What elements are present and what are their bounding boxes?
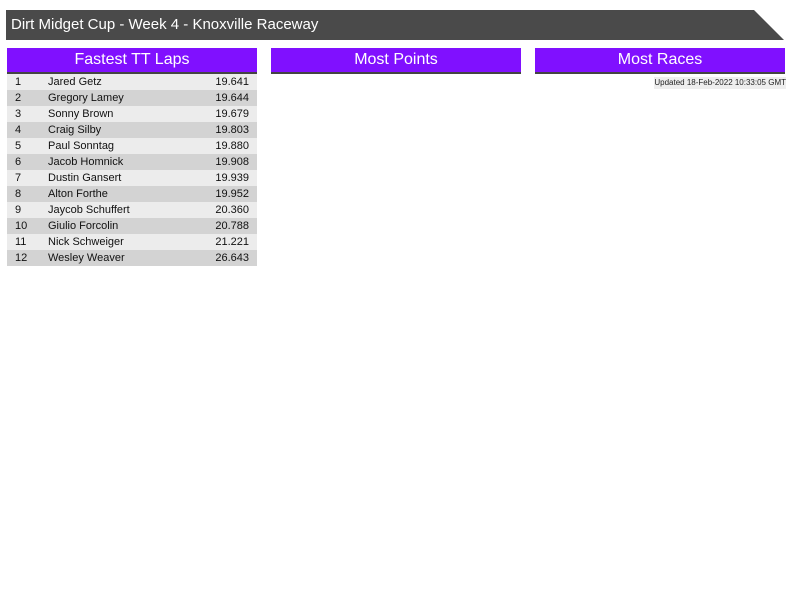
lap-time: 20.360 <box>215 204 249 216</box>
panel-title: Most Races <box>535 48 785 74</box>
lap-time: 20.788 <box>215 220 249 232</box>
driver-name: Dustin Gansert <box>48 172 122 184</box>
table-row: 7 Dustin Gansert 19.939 <box>7 170 257 186</box>
table-row: 2 Gregory Lamey 19.644 <box>7 90 257 106</box>
table-row: 4 Craig Silby 19.803 <box>7 122 257 138</box>
lap-time: 19.880 <box>215 140 249 152</box>
driver-name: Craig Silby <box>48 124 102 136</box>
fastest-tt-laps-panel: Fastest TT Laps 1 Jared Getz 19.641 2 Gregor… <box>7 48 257 266</box>
table-row: 10 Giulio Forcolin 20.788 <box>7 218 257 234</box>
lap-time: 19.939 <box>215 172 249 184</box>
lap-time: 19.644 <box>215 92 249 104</box>
position: 6 <box>15 156 22 168</box>
table-row: 9 Jaycob Schuffert 20.360 <box>7 202 257 218</box>
position: 3 <box>15 108 22 120</box>
position: 1 <box>15 76 22 88</box>
table-row: 8 Alton Forthe 19.952 <box>7 186 257 202</box>
driver-name: Jacob Homnick <box>48 156 124 168</box>
lap-time: 19.679 <box>215 108 249 120</box>
position: 9 <box>15 204 22 216</box>
position: 12 <box>15 252 28 264</box>
table-row: 12 Wesley Weaver 26.643 <box>7 250 257 266</box>
position: 2 <box>15 92 22 104</box>
position: 4 <box>15 124 22 136</box>
page-title: Dirt Midget Cup - Week 4 - Knoxville Rac… <box>6 10 784 40</box>
table-row: 3 Sonny Brown 19.679 <box>7 106 257 122</box>
position: 7 <box>15 172 22 184</box>
driver-name: Jaycob Schuffert <box>48 204 130 216</box>
lap-time: 21.221 <box>215 236 249 248</box>
position: 5 <box>15 140 22 152</box>
position: 11 <box>15 236 27 248</box>
most-points-panel: Most Points <box>271 48 521 74</box>
driver-name: Gregory Lamey <box>48 92 124 104</box>
lap-time: 19.908 <box>215 156 249 168</box>
updated-timestamp: Updated 18-Feb-2022 10:33:05 GMT <box>654 77 786 89</box>
table-row: 1 Jared Getz 19.641 <box>7 74 257 90</box>
driver-name: Wesley Weaver <box>48 252 125 264</box>
results-table: 1 Jared Getz 19.641 2 Gregory Lamey 19.644 3 So… <box>7 74 257 266</box>
driver-name: Jared Getz <box>48 76 102 88</box>
lap-time: 19.952 <box>215 188 249 200</box>
panel-title: Fastest TT Laps <box>7 48 257 74</box>
driver-name: Paul Sonntag <box>48 140 115 152</box>
most-races-panel: Most Races <box>535 48 785 74</box>
position: 8 <box>15 188 22 200</box>
driver-name: Alton Forthe <box>48 188 108 200</box>
lap-time: 26.643 <box>215 252 249 264</box>
driver-name: Giulio Forcolin <box>48 220 119 232</box>
table-row: 11 Nick Schweiger 21.221 <box>7 234 257 250</box>
driver-name: Nick Schweiger <box>48 236 124 248</box>
driver-name: Sonny Brown <box>48 108 114 120</box>
table-row: 5 Paul Sonntag 19.880 <box>7 138 257 154</box>
position: 10 <box>15 220 28 232</box>
lap-time: 19.641 <box>215 76 249 88</box>
table-row: 6 Jacob Homnick 19.908 <box>7 154 257 170</box>
lap-time: 19.803 <box>215 124 249 136</box>
panel-title: Most Points <box>271 48 521 74</box>
